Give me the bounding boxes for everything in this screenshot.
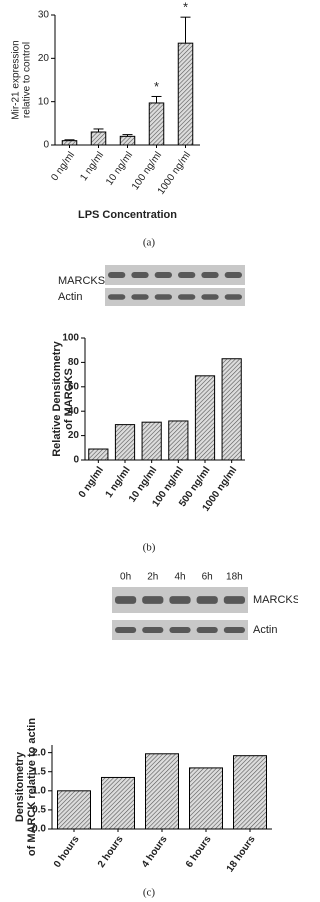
- error-bar: [64, 139, 75, 141]
- y-axis-label: Densitometry: [14, 751, 26, 822]
- blot-band: [224, 294, 242, 300]
- blot-band: [224, 272, 242, 278]
- caption: (a): [143, 237, 156, 249]
- x-tick-label: 4 hours: [140, 834, 170, 870]
- bar: [194, 375, 216, 461]
- blot-band: [178, 272, 196, 278]
- bar: [119, 135, 136, 146]
- x-axis-label: LPS Concentration: [78, 209, 177, 221]
- blot-band: [131, 294, 149, 300]
- bar: [90, 131, 107, 146]
- blot-band: [169, 596, 191, 604]
- lane-label: 18h: [226, 572, 243, 583]
- significance-marker: *: [154, 79, 159, 94]
- blot-label: MARCKS: [253, 594, 298, 606]
- blot-band: [223, 627, 245, 633]
- error-bar: [93, 128, 104, 132]
- bar: [168, 420, 189, 461]
- y-tick-label: 60: [68, 381, 80, 392]
- y-axis-label: relative to control: [22, 42, 33, 118]
- y-tick-label: 1.5: [32, 766, 46, 777]
- y-tick-label: 2.0: [32, 747, 46, 758]
- y-tick-label: 0.0: [32, 824, 46, 835]
- blot-band: [154, 294, 172, 300]
- lane-label: 6h: [202, 572, 213, 583]
- x-tick-label: 1 ng/ml: [78, 150, 106, 183]
- x-tick-label: 18 hours: [225, 834, 258, 875]
- bar: [233, 755, 267, 830]
- x-tick-label: 0 ng/ml: [77, 465, 106, 500]
- y-axis-label: Mir-21 expression: [11, 40, 22, 119]
- x-tick-label: 0 hours: [52, 834, 82, 870]
- bar: [88, 448, 109, 461]
- bar: [57, 790, 91, 830]
- y-tick-label: 80: [68, 357, 80, 368]
- bar: [189, 767, 223, 830]
- blot-band: [196, 627, 218, 633]
- y-axis-label: Relative Densitometry: [51, 340, 63, 456]
- x-tick-label: 10 ng/ml: [104, 150, 135, 188]
- blot-band: [178, 294, 196, 300]
- y-tick-label: 0: [43, 140, 49, 151]
- blot-band: [201, 272, 219, 278]
- bar: [101, 776, 135, 830]
- lane-label: 4h: [174, 572, 185, 583]
- blot-band: [108, 272, 126, 278]
- bar: [61, 140, 78, 146]
- error-bar: [180, 16, 191, 44]
- y-axis-label: of MARCK relative to actin: [26, 718, 38, 856]
- y-tick-label: 0.5: [32, 805, 46, 816]
- error-bar: [151, 95, 162, 103]
- blot-strip: [105, 288, 245, 306]
- x-tick-label: 6 hours: [184, 834, 214, 870]
- y-tick-label: 1.0: [32, 785, 46, 796]
- blot-band: [223, 596, 245, 604]
- blot-band: [115, 596, 137, 604]
- blot-band: [131, 272, 149, 278]
- blot-band: [201, 294, 219, 300]
- bar: [114, 424, 136, 461]
- blot-band: [154, 272, 172, 278]
- figure: 0 10 20 30 Mir-21 expression relative to cont…: [11, 0, 298, 899]
- blot-label: Actin: [253, 624, 277, 636]
- bar: [177, 42, 194, 146]
- y-tick-label: 40: [68, 406, 80, 417]
- blot-label: Actin: [58, 291, 82, 303]
- lane-label: 2h: [147, 572, 158, 583]
- blot-strip: [105, 265, 245, 285]
- bar: [141, 421, 162, 461]
- y-tick-label: 0: [73, 455, 79, 466]
- blot-band: [108, 294, 126, 300]
- blot-band: [169, 627, 191, 633]
- blot-band: [142, 627, 164, 633]
- significance-marker: *: [183, 0, 188, 15]
- blot-band: [196, 596, 218, 604]
- bar: [148, 102, 165, 146]
- caption: (b): [143, 542, 156, 554]
- blot-band: [142, 596, 164, 604]
- bar: [145, 753, 179, 830]
- y-axis-label: of MARCKS: [63, 368, 75, 430]
- blot-label: MARCKS: [58, 275, 105, 287]
- error-bar: [122, 134, 133, 137]
- y-tick-label: 100: [62, 333, 79, 344]
- y-tick-label: 20: [38, 53, 50, 64]
- y-tick-label: 30: [38, 10, 50, 21]
- lane-label: 0h: [120, 572, 131, 583]
- x-tick-label: 0 ng/ml: [49, 150, 77, 183]
- y-tick-label: 10: [38, 96, 50, 107]
- caption: (c): [143, 887, 156, 899]
- y-tick-label: 20: [68, 430, 80, 441]
- x-tick-label: 2 hours: [96, 834, 126, 870]
- bar: [221, 358, 242, 461]
- blot-band: [115, 627, 137, 633]
